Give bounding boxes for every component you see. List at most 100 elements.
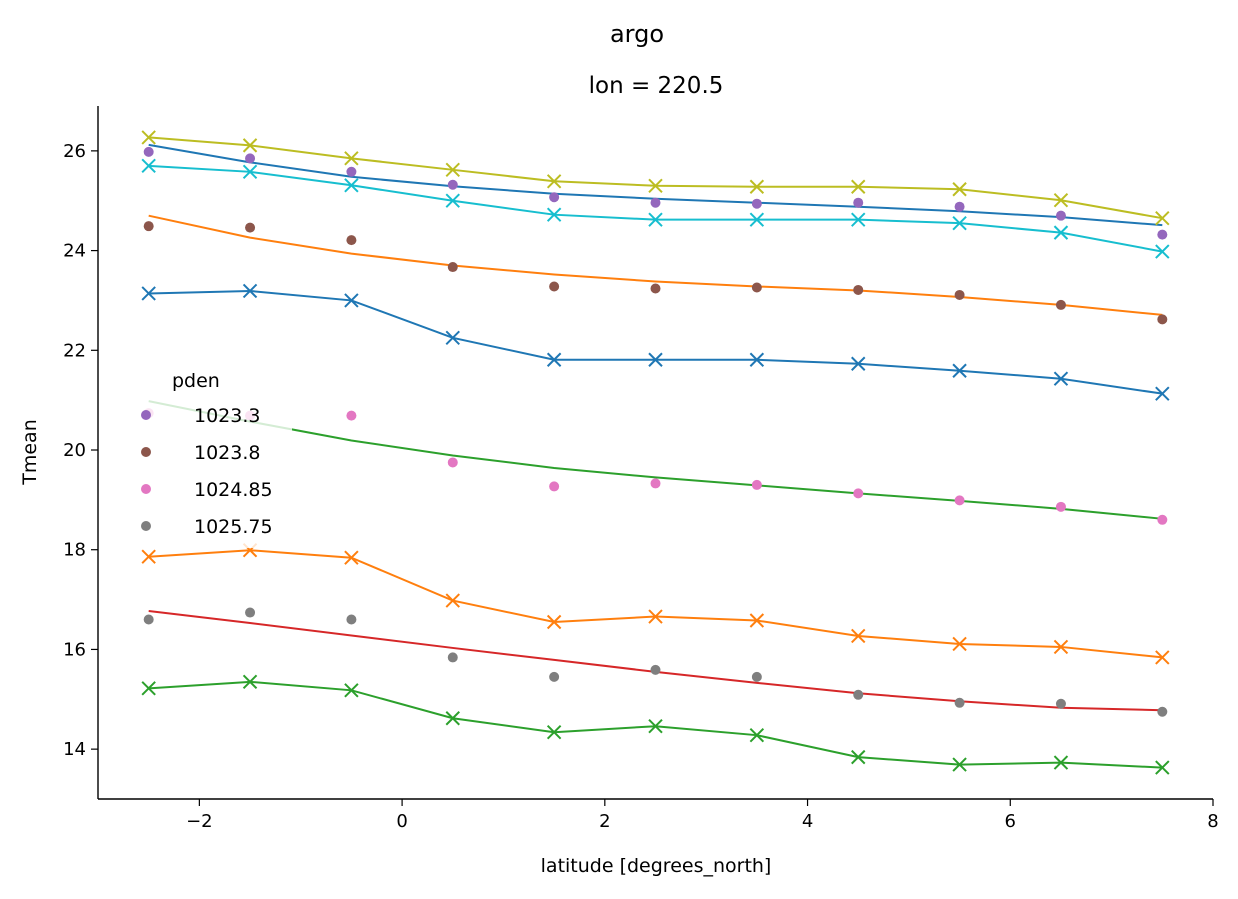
dot-point-1024-85 [346,410,357,421]
y-tick-label: 14 [63,739,86,760]
legend-entry-label: 1024.85 [194,479,273,501]
x-marker [851,212,866,227]
dot-point-1025-75 [1055,698,1066,709]
dot-point-1025-75 [143,614,154,625]
x-marker [344,293,359,308]
x-marker [141,286,156,301]
x-marker [242,138,258,153]
dot-point-1023-8 [954,289,965,300]
dot-point-1025-75 [751,671,762,682]
x-marker [344,683,359,698]
x-series-line-3 [148,289,1163,395]
x-marker [749,179,765,194]
x-marker [242,283,258,299]
x-marker [344,178,359,193]
x-marker [952,215,967,231]
legend-marker [141,410,151,420]
x-marker [648,719,663,734]
dot-point-1023-3 [549,192,560,203]
dot-point-1023-3 [447,179,458,190]
dot-point-1023-3 [650,197,661,208]
dot-point-1023-8 [751,282,762,293]
x-marker [1155,760,1170,775]
x-marker [242,164,258,180]
legend-title: pden [172,370,220,392]
x-marker [546,724,562,740]
dot-point-1024-85 [650,478,661,489]
fit-line-3 [148,400,1163,520]
y-tick-label: 16 [63,639,86,660]
x-marker [445,593,460,608]
x-tick-label: 4 [802,811,813,832]
dot-point-1023-3 [143,146,154,157]
dot-point-1025-75 [650,664,661,675]
x-marker [1155,244,1170,259]
x-marker [851,749,866,765]
x-marker [1053,225,1069,240]
x-marker [546,207,562,222]
x-series-line-2 [148,164,1163,253]
x-marker [445,193,460,208]
x-marker [1155,386,1170,401]
x-marker [952,757,967,772]
dot-point-1024-85 [447,457,458,468]
x-marker [648,352,663,367]
x-series-line-4 [148,549,1163,659]
dot-point-1024-85 [853,488,864,499]
fit-line-2 [148,214,1163,316]
x-marker [242,674,258,690]
legend-entry-label: 1023.3 [194,405,260,427]
x-tick-label: 8 [1207,811,1218,832]
x-marker [1053,755,1069,770]
x-marker [141,681,156,696]
y-tick-label: 22 [63,340,86,361]
x-axis-label: latitude [degrees_north] [541,855,772,877]
dot-point-1024-85 [549,481,560,492]
x-marker [749,727,765,743]
dot-point-1024-85 [751,479,762,490]
dot-point-1023-8 [245,222,256,233]
x-marker [141,130,156,145]
y-tick-label: 18 [63,540,86,561]
x-marker [952,182,967,197]
dot-point-1024-85 [1157,514,1168,525]
x-marker [749,352,765,367]
x-tick-label: 6 [1005,811,1016,832]
x-marker [749,613,765,628]
dot-point-1025-75 [346,614,357,625]
x-tick-label: 2 [599,811,610,832]
x-marker [445,711,460,726]
x-marker [851,628,866,644]
dot-point-1025-75 [447,652,458,663]
dot-point-1023-8 [143,221,154,232]
y-tick-label: 24 [63,241,86,262]
x-marker [851,179,866,194]
dot-point-1025-75 [954,697,965,708]
dot-point-1023-3 [1157,229,1168,240]
x-marker [648,178,663,193]
x-marker [546,174,562,189]
fit-line-4 [148,610,1163,712]
x-marker [546,352,562,367]
x-marker [344,550,359,565]
x-marker [1053,371,1069,386]
dot-point-1023-3 [1055,210,1066,221]
x-marker [1053,639,1069,655]
x-marker [1155,650,1170,665]
legend-marker [141,521,151,531]
x-marker [749,212,765,227]
dot-point-1023-3 [346,166,357,177]
x-marker [445,162,460,178]
x-marker [141,549,156,564]
x-series-line-5 [148,680,1163,769]
dot-point-1023-8 [346,235,357,246]
legend-background [128,362,292,548]
x-marker [141,158,156,174]
x-marker [344,151,359,166]
series-layer [141,130,1170,775]
legend-entry-label: 1023.8 [194,442,260,464]
legend-entry-label: 1025.75 [194,516,273,538]
x-marker [648,212,663,227]
